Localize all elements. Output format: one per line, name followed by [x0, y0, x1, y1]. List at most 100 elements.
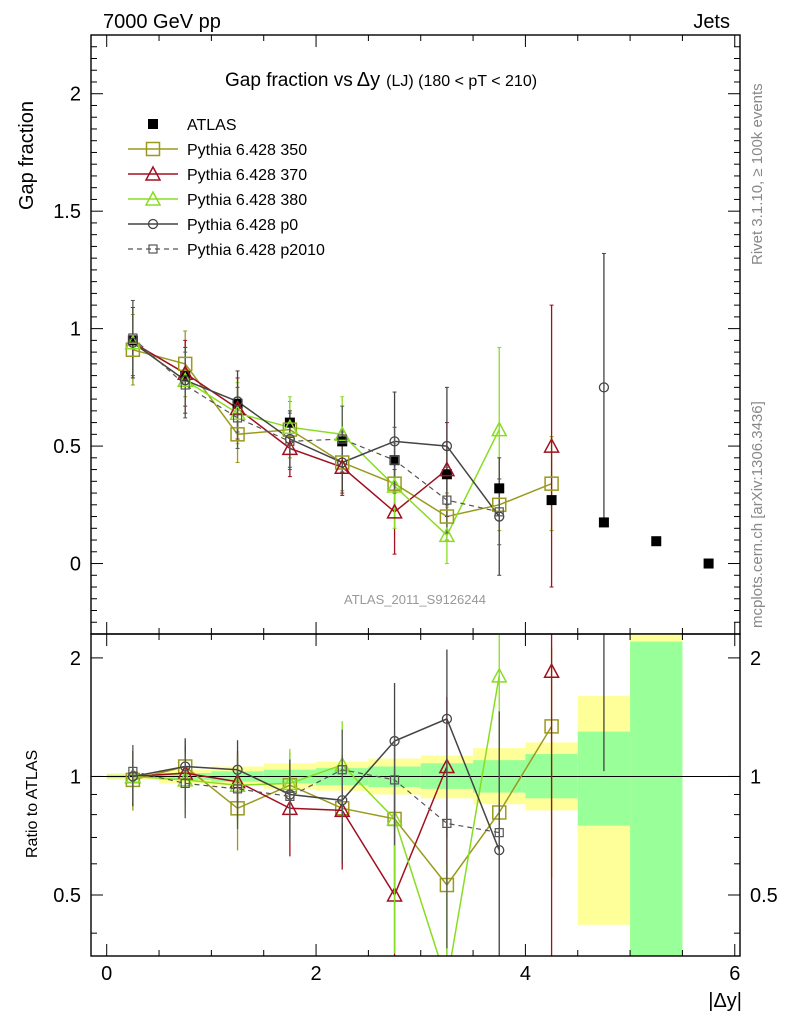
data-point: [127, 335, 138, 346]
x-tick-label: 2: [310, 963, 321, 985]
data-point: [176, 364, 194, 381]
legend-marker: [147, 218, 159, 230]
legend-marker: [148, 119, 158, 129]
legend-label: Pythia 6.428 350: [187, 142, 307, 159]
ratio-pythia-6.428-p2010: [128, 729, 504, 956]
legend-label: Pythia 6.428 370: [187, 167, 307, 184]
ratio-tick-label-right: 2: [750, 648, 761, 670]
uncertainty-band-stat: [630, 641, 683, 956]
ratio-tick-label-right: 1: [750, 766, 761, 788]
data-point: [177, 356, 193, 372]
data-point: [232, 396, 243, 407]
series-pythia-6.428-p0: [131, 252, 606, 576]
ratio-point: [232, 784, 243, 794]
data-point: [386, 477, 403, 493]
legend-label: Pythia 6.428 p0: [187, 217, 298, 234]
chart-title: Gap fraction vs Δy (LJ) (180 < pT < 210): [225, 69, 537, 91]
data-point: [230, 427, 245, 442]
data-point: [128, 333, 138, 343]
data-point: [232, 398, 243, 409]
data-point: [703, 558, 714, 569]
ratio-tick-label-left: 2: [70, 648, 81, 670]
ratio-panel: 0.5 0.5 1 1 2 2 Ratio to ATLAS: [24, 633, 778, 988]
data-point: [386, 503, 403, 519]
y-tick-label: 0: [70, 554, 81, 576]
ratio-frame: [90, 633, 741, 957]
data-point: [442, 495, 452, 505]
ratio-point: [440, 975, 454, 988]
y-axis-label: Gap fraction: [16, 101, 38, 210]
series-pythia-6.428-380: [130, 306, 502, 565]
data-point: [232, 413, 243, 423]
data-point: [334, 455, 350, 470]
ratio-point: [180, 778, 190, 789]
markers-atlas: [127, 335, 714, 569]
legend-marker: [148, 244, 158, 254]
ratio-pythia-6.428-p0: [127, 634, 604, 956]
analysis-watermark: ATLAS_2011_S9126244: [344, 592, 486, 607]
data-point: [389, 455, 400, 465]
data-point: [438, 460, 456, 477]
mcplots-label: mcplots.cern.ch [arXiv:1306.3436]: [749, 401, 766, 628]
data-point: [281, 418, 299, 435]
data-point: [285, 436, 295, 446]
series-line: [132, 342, 500, 537]
data-point: [494, 507, 504, 517]
data-point: [441, 469, 452, 480]
data-point: [180, 380, 190, 390]
data-point: [546, 495, 557, 506]
ratio-tick-label-right: 0.5: [750, 885, 778, 907]
data-point: [490, 421, 508, 437]
data-point: [494, 483, 505, 494]
ratio-point: [389, 775, 400, 785]
data-point: [491, 497, 507, 513]
ratio-y-axis-label: Ratio to ATLAS: [24, 750, 41, 858]
legend-marker: [145, 141, 161, 157]
data-point: [389, 455, 400, 466]
y-tick-label: 2: [70, 84, 81, 106]
y-tick-label: 0.5: [53, 436, 81, 458]
header-right: Jets: [693, 11, 730, 33]
legend-marker: [144, 165, 162, 181]
y-tick-label: 1.5: [53, 201, 81, 223]
data-point: [441, 440, 453, 452]
ratio-tick-label-left: 0.5: [53, 885, 81, 907]
legend-marker: [144, 190, 162, 206]
ratio-point: [543, 662, 560, 678]
data-point: [229, 399, 246, 416]
legend-label: Pythia 6.428 p2010: [187, 242, 325, 259]
ratio-point: [128, 766, 138, 776]
data-point: [333, 458, 351, 474]
data-point: [282, 422, 298, 437]
x-tick-label: 4: [520, 963, 531, 985]
data-point: [180, 375, 191, 386]
y-tick-label: 1: [70, 319, 81, 341]
data-point: [127, 337, 139, 348]
data-point: [176, 371, 194, 388]
data-point: [337, 434, 347, 444]
data-point: [387, 476, 402, 491]
ratio-point: [285, 791, 295, 801]
data-point: [125, 342, 141, 358]
ratio-point: [442, 818, 452, 828]
ratio-line: [132, 769, 500, 834]
data-point: [598, 517, 609, 528]
data-point: [337, 457, 348, 468]
markers-pythia-6.428-350: [125, 342, 559, 524]
rivet-label: Rivet 3.1.10, ≥ 100k events: [749, 83, 766, 265]
data-point: [494, 511, 505, 522]
legend: ATLAS Pythia 6.428 350 Pythia 6.428 370 Pyt…: [128, 117, 325, 259]
main-panel: 0 0.5 1 1.5 2 Gap fraction Gap fraction vs Δy…: [16, 34, 741, 635]
ratio-point: [337, 765, 347, 775]
markers-pythia-6.428-p0: [127, 337, 610, 522]
data-point: [333, 425, 351, 442]
data-point: [229, 404, 246, 420]
ratio-line: [132, 675, 500, 956]
ratio-point: [490, 667, 508, 683]
data-point: [439, 509, 455, 524]
data-point: [651, 536, 662, 547]
x-axis-label: |Δy|: [708, 990, 742, 1012]
data-point: [281, 439, 299, 456]
data-point: [438, 526, 456, 543]
